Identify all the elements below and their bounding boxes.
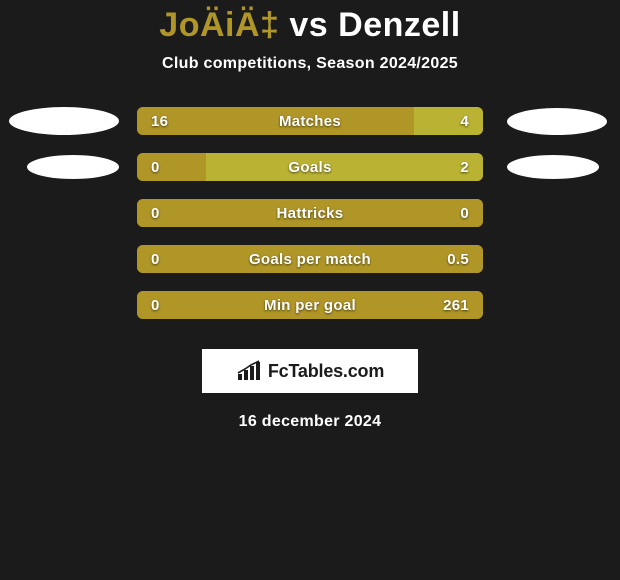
player-a-avatar-placeholder [9,107,119,135]
stat-value-right: 2 [460,153,469,181]
player-b-avatar-placeholder-small [507,155,599,179]
stat-value-right: 4 [460,107,469,135]
stat-name: Goals [137,153,483,181]
logo-text: FcTables.com [268,361,384,382]
page-title: JoÄiÄ‡ vs Denzell [159,6,460,45]
stat-bar: 16 Matches 4 [137,107,483,135]
stat-name: Goals per match [137,245,483,273]
stat-row-gpm: 0 Goals per match 0.5 [0,245,620,273]
player-a-avatar-placeholder-small [27,155,119,179]
title-player-a: JoÄiÄ‡ [159,6,279,44]
stat-value-right: 0.5 [447,245,469,273]
stat-row-mpg: 0 Min per goal 261 [0,291,620,319]
stat-value-right: 261 [443,291,469,319]
stat-bar: 0 Hattricks 0 [137,199,483,227]
comparison-widget: JoÄiÄ‡ vs Denzell Club competitions, Sea… [0,0,620,431]
stat-name: Min per goal [137,291,483,319]
logo-inner: FcTables.com [236,360,384,382]
player-b-avatar-placeholder [507,108,607,135]
subtitle: Club competitions, Season 2024/2025 [162,55,458,73]
stat-row-hattricks: 0 Hattricks 0 [0,199,620,227]
stat-bar: 0 Min per goal 261 [137,291,483,319]
stat-value-right: 0 [460,199,469,227]
stat-bar: 0 Goals per match 0.5 [137,245,483,273]
bar-chart-icon [236,360,262,382]
comparison-chart: 16 Matches 4 0 Goals 2 0 [0,107,620,431]
stat-bar: 0 Goals 2 [137,153,483,181]
source-logo[interactable]: FcTables.com [202,349,418,393]
stat-name: Hattricks [137,199,483,227]
title-vs: vs [279,6,338,44]
stat-name: Matches [137,107,483,135]
title-player-b: Denzell [338,6,461,44]
date: 16 december 2024 [239,413,382,431]
stat-row-matches: 16 Matches 4 [0,107,620,135]
stat-row-goals: 0 Goals 2 [0,153,620,181]
